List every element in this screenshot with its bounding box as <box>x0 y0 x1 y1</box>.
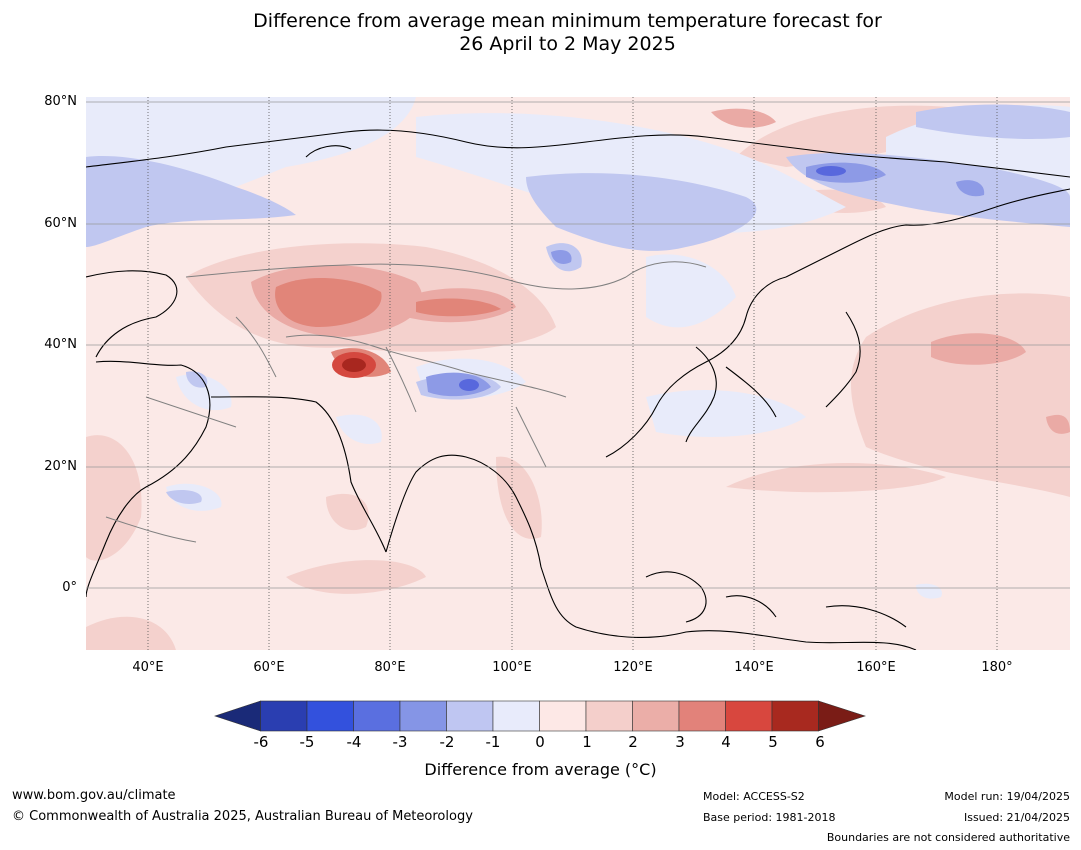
lon-label-100e: 100°E <box>492 660 532 675</box>
colorbar-swatch <box>492 700 540 732</box>
colorbar-swatch <box>632 700 680 732</box>
colorbar-swatch <box>399 700 447 732</box>
colorbar-swatch <box>678 700 726 732</box>
colorbar-swatch <box>771 700 819 732</box>
gridlines <box>86 101 1070 589</box>
colorbar-swatch <box>306 700 354 732</box>
colorbar-swatch <box>585 700 633 732</box>
colorbar-label: Difference from average (°C) <box>424 760 657 779</box>
colorbar-swatch <box>818 700 866 732</box>
footer-url[interactable]: www.bom.gov.au/climate <box>12 788 176 803</box>
forecast-map <box>86 97 1070 650</box>
lon-label-120e: 120°E <box>613 660 653 675</box>
lon-label-140e: 140°E <box>734 660 774 675</box>
colorbar-swatch <box>353 700 401 732</box>
lat-label-60n: 60°N <box>44 216 77 231</box>
lon-label-80e: 80°E <box>374 660 406 675</box>
warm-anomaly-hotspot <box>332 352 376 378</box>
lat-label-40n: 40°N <box>44 337 77 352</box>
colorbar-swatch <box>725 700 773 732</box>
colorbar-tick: 6 <box>815 733 825 751</box>
colorbar <box>214 700 866 732</box>
meridians <box>147 97 998 650</box>
colorbar-tick: 4 <box>721 733 731 751</box>
coastlines <box>86 129 1070 650</box>
title-line-1: Difference from average mean minimum tem… <box>253 10 882 32</box>
lon-label-60e: 60°E <box>253 660 285 675</box>
footer-issued: Issued: 21/04/2025 <box>963 811 1070 824</box>
colorbar-tick: -4 <box>346 733 362 751</box>
colorbar-tick: -3 <box>392 733 408 751</box>
colorbar-tick: 1 <box>582 733 592 751</box>
colorbar-tick: 5 <box>768 733 778 751</box>
footer-model-run: Model run: 19/04/2025 <box>944 790 1070 803</box>
lon-label-160e: 160°E <box>856 660 896 675</box>
country-boundaries <box>105 261 707 543</box>
colorbar-tick: 3 <box>675 733 685 751</box>
colorbar-tick: -6 <box>253 733 269 751</box>
colorbar-swatch <box>539 700 587 732</box>
colorbar-tick: -2 <box>439 733 455 751</box>
colorbar-tick: 2 <box>628 733 638 751</box>
footer-base-period: Base period: 1981-2018 <box>703 811 836 824</box>
chart-title: Difference from average mean minimum tem… <box>0 10 1081 56</box>
colorbar-tick: -5 <box>299 733 315 751</box>
footer-copyright: © Commonwealth of Australia 2025, Austra… <box>12 809 473 824</box>
colorbar-swatch <box>260 700 308 732</box>
cool-anomaly-core <box>459 166 846 391</box>
colorbar-tick: -1 <box>485 733 501 751</box>
footer-disclaimer: Boundaries are not considered authoritat… <box>826 831 1070 844</box>
lon-label-40e: 40°E <box>132 660 164 675</box>
colorbar-swatch <box>214 700 261 732</box>
lat-label-80n: 80°N <box>44 94 77 109</box>
colorbar-tick: 0 <box>535 733 545 751</box>
colorbar-swatch <box>446 700 494 732</box>
lon-label-180: 180° <box>981 660 1013 675</box>
footer-model: Model: ACCESS-S2 <box>703 790 805 803</box>
title-line-2: 26 April to 2 May 2025 <box>459 33 676 55</box>
lat-label-20n: 20°N <box>44 459 77 474</box>
colorbar-swatches <box>214 700 866 732</box>
lat-label-0: 0° <box>62 580 77 595</box>
